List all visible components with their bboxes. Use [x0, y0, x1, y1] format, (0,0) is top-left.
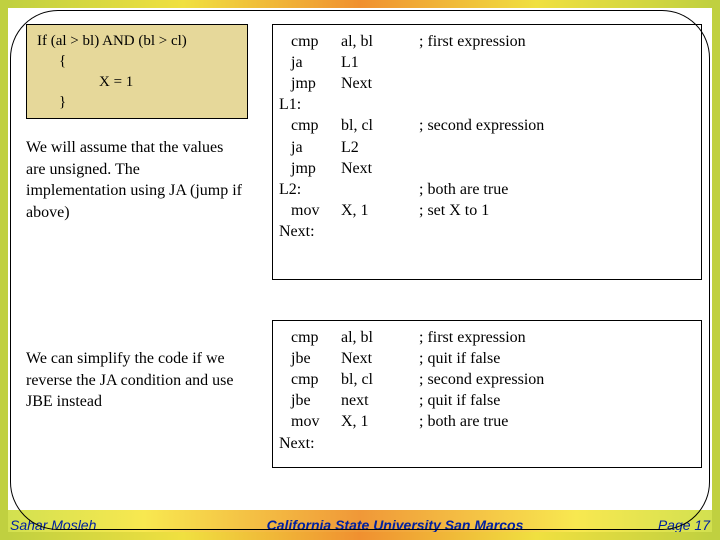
assembly-box-2: cmpal, bl; first expressionjbe Next; qui… [272, 320, 702, 468]
asm-row: jmpNext [279, 73, 695, 94]
footer-university: California State University San Marcos [180, 517, 610, 533]
asm-opcode: mov [279, 411, 341, 432]
asm-comment: ; quit if false [419, 348, 695, 369]
asm-opcode: cmp [279, 31, 341, 52]
asm-row: cmpal, bl; first expression [279, 31, 695, 52]
asm-row: jaL1 [279, 52, 695, 73]
asm-label: L2: [279, 179, 341, 200]
asm-operand: Next [341, 73, 419, 94]
asm-operand [341, 94, 419, 115]
asm-row: Next: [279, 433, 695, 454]
asm-operand: bl, cl [341, 115, 419, 136]
asm-opcode: cmp [279, 369, 341, 390]
asm-row: L1: [279, 94, 695, 115]
asm-opcode: mov [279, 200, 341, 221]
asm-opcode: ja [279, 137, 341, 158]
asm-opcode: cmp [279, 115, 341, 136]
asm-operand: Next [341, 348, 419, 369]
asm-opcode: cmp [279, 327, 341, 348]
asm-comment [419, 137, 695, 158]
slide-content: If (al > bl) AND (bl > cl) { X = 1 } We … [18, 18, 702, 504]
note-assumption: We will assume that the values are unsig… [26, 137, 244, 223]
asm-row: cmpbl, cl; second expression [279, 369, 695, 390]
asm-comment: ; set X to 1 [419, 200, 695, 221]
asm-label: L1: [279, 94, 341, 115]
asm-comment [419, 433, 695, 454]
asm-row: jbe next; quit if false [279, 390, 695, 411]
footer-page: Page 17 [610, 517, 720, 533]
asm-row: movX, 1; both are true [279, 411, 695, 432]
asm-row: movX, 1; set X to 1 [279, 200, 695, 221]
asm-operand [341, 221, 419, 242]
asm-operand: next [341, 390, 419, 411]
asm-operand [341, 433, 419, 454]
asm-comment [419, 221, 695, 242]
asm-operand: al, bl [341, 31, 419, 52]
asm-row: jbe Next; quit if false [279, 348, 695, 369]
asm-label: Next: [279, 433, 341, 454]
asm-comment: ; quit if false [419, 390, 695, 411]
asm-operand: Next [341, 158, 419, 179]
asm-operand: X, 1 [341, 411, 419, 432]
asm-comment [419, 73, 695, 94]
asm-row: jmpNext [279, 158, 695, 179]
asm-opcode: jbe [279, 390, 341, 411]
left-column: If (al > bl) AND (bl > cl) { X = 1 } We … [26, 24, 256, 223]
asm-comment: ; first expression [419, 31, 695, 52]
asm-row: cmpal, bl; first expression [279, 327, 695, 348]
footer-author: Sahar Mosleh [0, 517, 180, 533]
asm-label: Next: [279, 221, 341, 242]
asm-row: cmpbl, cl; second expression [279, 115, 695, 136]
asm-operand [341, 179, 419, 200]
asm-row: L2: ; both are true [279, 179, 695, 200]
asm-comment [419, 94, 695, 115]
asm-opcode: jmp [279, 73, 341, 94]
asm-comment: ; first expression [419, 327, 695, 348]
if-line-3: X = 1 [37, 72, 237, 92]
asm-comment: ; second expression [419, 369, 695, 390]
asm-opcode: jbe [279, 348, 341, 369]
asm-operand: X, 1 [341, 200, 419, 221]
asm-comment [419, 158, 695, 179]
if-line-2: { [37, 51, 237, 71]
if-line-4: } [37, 92, 237, 112]
asm-operand: L2 [341, 137, 419, 158]
asm-operand: L1 [341, 52, 419, 73]
asm-operand: bl, cl [341, 369, 419, 390]
asm-row: ja L2 [279, 137, 695, 158]
if-line-1: If (al > bl) AND (bl > cl) [37, 31, 237, 51]
if-condition-box: If (al > bl) AND (bl > cl) { X = 1 } [26, 24, 248, 119]
asm-operand: al, bl [341, 327, 419, 348]
asm-opcode: ja [279, 52, 341, 73]
asm-opcode: jmp [279, 158, 341, 179]
asm-comment: ; both are true [419, 179, 695, 200]
note-simplify: We can simplify the code if we reverse t… [26, 348, 244, 413]
asm-row: Next: [279, 221, 695, 242]
asm-comment [419, 52, 695, 73]
assembly-box-1: cmpal, bl; first expressionjaL1jmpNextL1… [272, 24, 702, 280]
footer-bar: Sahar Mosleh California State University… [0, 510, 720, 540]
asm-comment: ; both are true [419, 411, 695, 432]
asm-comment: ; second expression [419, 115, 695, 136]
